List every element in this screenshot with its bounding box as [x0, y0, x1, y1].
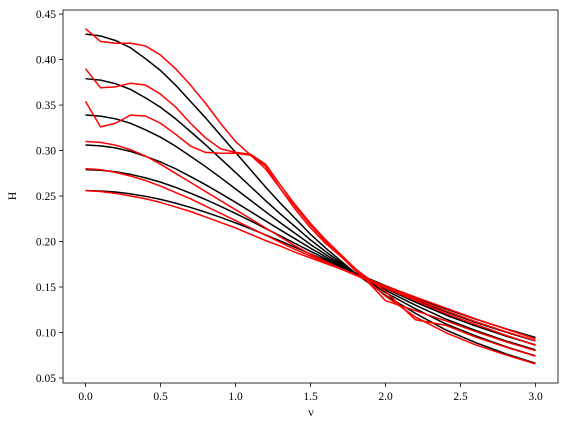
series-line: [85, 140, 536, 346]
y-tick-label: 0.15: [36, 282, 56, 294]
series-line: [84, 101, 536, 352]
plot-area: [84, 28, 536, 365]
y-tick-label: 0.45: [36, 9, 56, 21]
y-tick-label: 0.20: [36, 237, 56, 249]
x-tick-label: 0.0: [78, 391, 93, 403]
series-line: [85, 168, 536, 342]
x-tick-label: 1.5: [303, 391, 318, 403]
series-line: [85, 168, 536, 342]
x-tick-label: 3.0: [528, 391, 543, 403]
y-tick-label: 0.10: [36, 328, 56, 340]
x-tick-label: 2.0: [378, 391, 393, 403]
series-line: [85, 114, 536, 351]
y-tick-label: 0.40: [36, 55, 56, 67]
x-tick-label: 2.5: [453, 391, 468, 403]
y-tick-label: 0.25: [36, 191, 56, 203]
x-axis-label: v: [308, 407, 314, 419]
y-axis-label: H: [7, 192, 19, 200]
y-tick-label: 0.30: [36, 146, 56, 158]
series-line: [84, 68, 536, 357]
y-tick-label: 0.05: [36, 373, 56, 385]
x-tick-label: 1.0: [228, 391, 243, 403]
series-line: [85, 189, 536, 340]
y-tick-label: 0.35: [36, 100, 56, 112]
series-line: [85, 77, 536, 357]
series-line: [85, 33, 536, 364]
series-line: [85, 28, 536, 365]
x-tick-label: 0.5: [153, 391, 168, 403]
